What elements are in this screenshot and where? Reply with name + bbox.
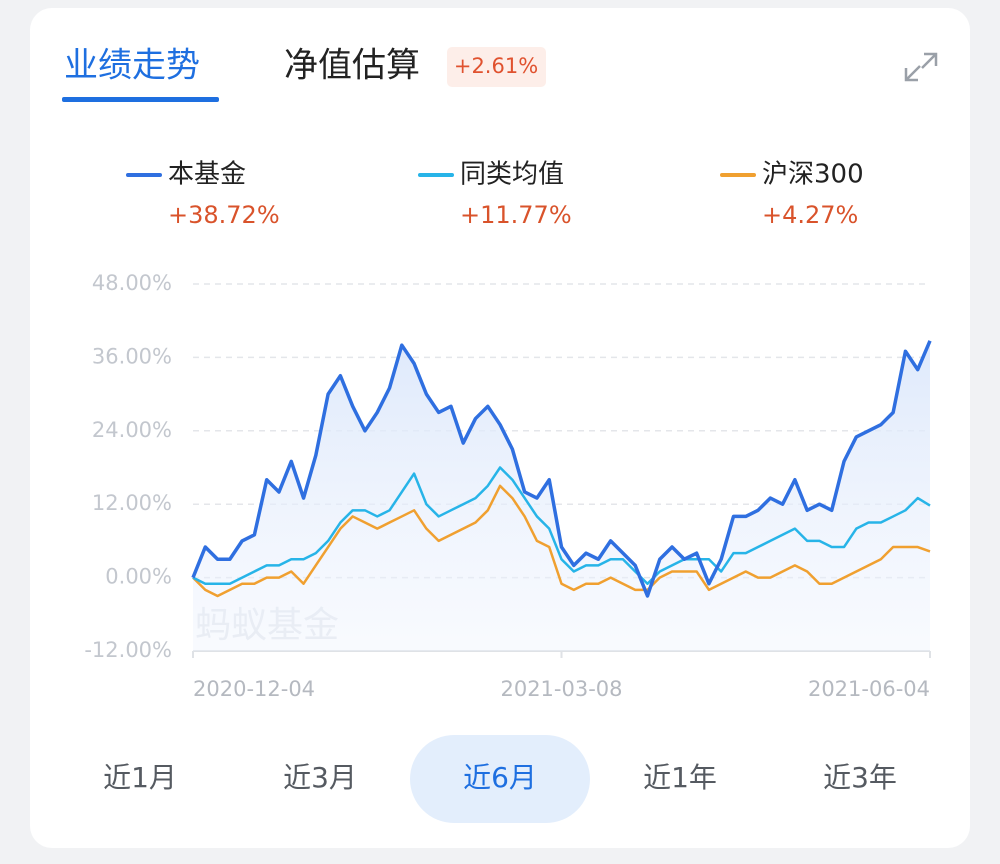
period-button-label: 近1月 [103,761,177,794]
y-tick-label: 48.00% [92,271,172,295]
period-button[interactable]: 近3月 [283,761,357,794]
legend-return: +4.27% [762,201,858,229]
legend-label: 沪深300 [762,160,864,190]
x-tick-label: 2020-12-04 [193,677,315,701]
period-button-label: 近3年 [823,761,897,794]
expand-icon[interactable] [904,52,938,82]
legend-return: +38.72% [168,201,280,229]
period-button-label: 近1年 [643,761,717,794]
tab[interactable]: 业绩走势 [64,46,200,86]
y-tick-label: 12.00% [92,491,172,515]
x-tick-label: 2021-06-04 [808,677,930,701]
y-tick-label: 0.00% [105,565,172,589]
tab-underline [62,97,219,102]
series-line [191,340,932,598]
period-button-label: 近6月 [463,761,537,794]
period-button[interactable]: 近1年 [643,761,717,794]
estimate-badge: +2.61% [454,54,538,78]
series-area [193,340,930,651]
period-button-bg [410,735,590,823]
y-tick-label: 24.00% [92,418,172,442]
period-button[interactable]: 近6月 [410,735,590,823]
series-line [192,484,931,598]
y-tick-label: 36.00% [92,344,172,368]
y-tick-label: -12.00% [84,638,172,662]
period-button-label: 近3月 [283,761,357,794]
badge-bg [447,47,546,87]
legend-return: +11.77% [460,201,572,229]
expand-arrow [904,65,921,82]
x-tick-label: 2021-03-08 [500,677,622,701]
legend-label: 同类均值 [460,160,564,190]
period-button[interactable]: 近3年 [823,761,897,794]
expand-arrow [921,52,938,69]
tab[interactable]: 净值估算 [284,46,420,86]
series-line [192,466,931,585]
period-button[interactable]: 近1月 [103,761,177,794]
legend-label: 本基金 [168,160,246,190]
